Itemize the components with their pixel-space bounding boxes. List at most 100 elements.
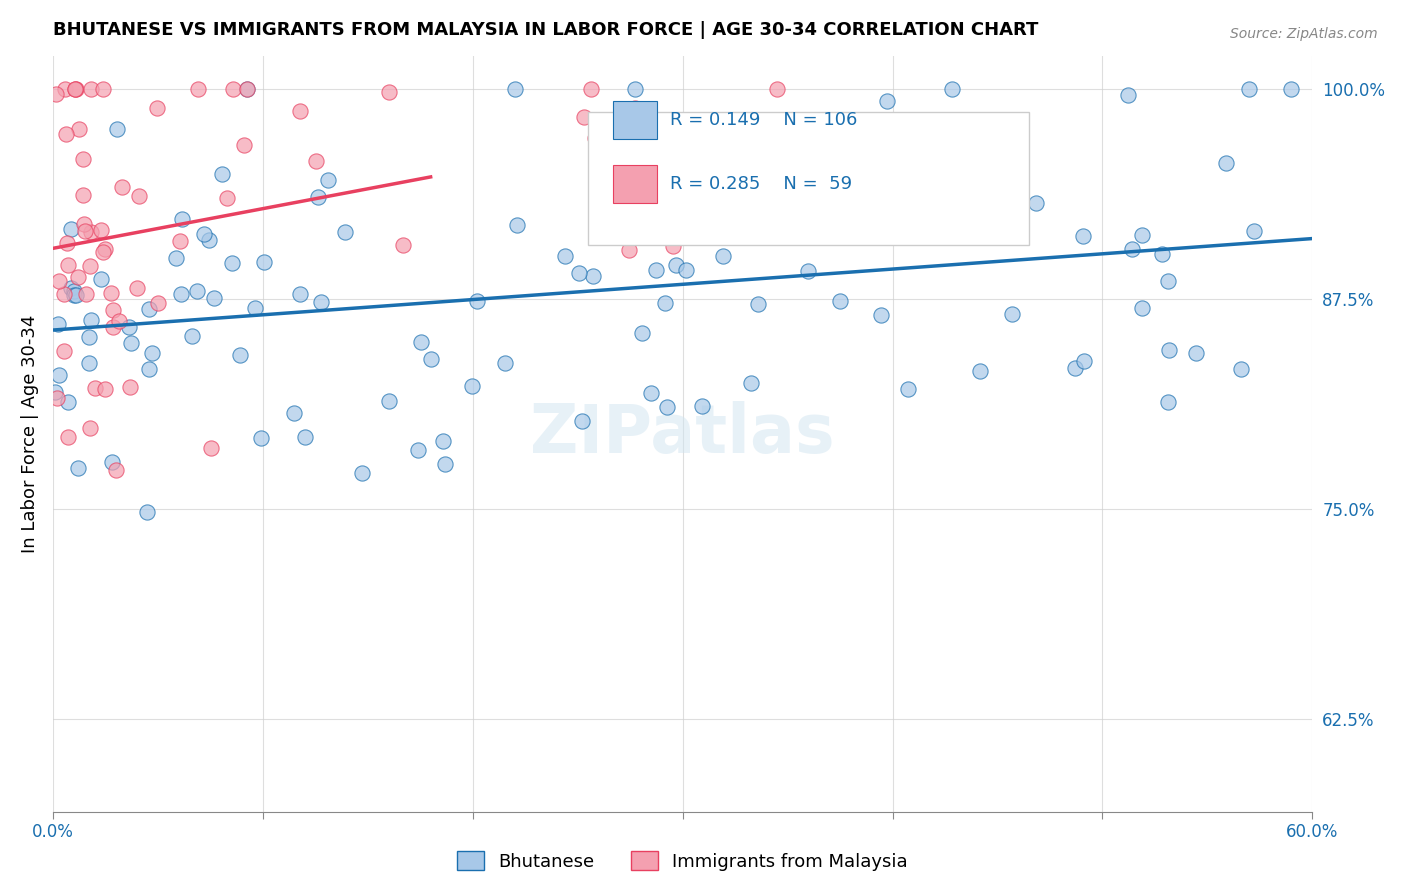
Point xyxy=(1185,346,1208,360)
Point xyxy=(1116,88,1139,103)
Point xyxy=(52,286,75,301)
Point xyxy=(571,414,593,428)
Point xyxy=(105,122,128,136)
Point xyxy=(941,82,963,96)
Point xyxy=(644,262,666,277)
Point xyxy=(1215,156,1237,170)
Point xyxy=(117,319,139,334)
Point xyxy=(55,128,77,142)
Point xyxy=(45,87,67,101)
Bar xyxy=(613,101,658,139)
Point xyxy=(56,258,79,272)
Point xyxy=(65,82,87,96)
Point xyxy=(65,288,87,302)
Point xyxy=(876,94,898,108)
Point xyxy=(554,249,576,263)
Point xyxy=(253,255,276,269)
Point xyxy=(58,395,80,409)
Point xyxy=(1230,362,1253,376)
Point xyxy=(630,326,652,340)
Point xyxy=(53,82,76,96)
Point xyxy=(62,284,84,298)
Point xyxy=(108,314,131,328)
Point xyxy=(465,293,488,308)
Point xyxy=(243,301,266,315)
Point xyxy=(568,266,591,280)
Point xyxy=(80,225,103,239)
Point xyxy=(506,219,529,233)
Point xyxy=(138,362,160,376)
Point xyxy=(90,272,112,286)
Point xyxy=(1130,228,1153,243)
Point xyxy=(100,286,122,301)
Point xyxy=(333,226,356,240)
Point xyxy=(640,386,662,401)
Point xyxy=(796,264,818,278)
Point xyxy=(294,430,316,444)
Point xyxy=(91,245,114,260)
Point xyxy=(94,242,117,256)
Point xyxy=(66,461,89,475)
Point xyxy=(170,287,193,301)
Point xyxy=(193,227,215,242)
Point xyxy=(304,154,326,169)
Point xyxy=(579,82,602,96)
Point xyxy=(740,376,762,391)
Y-axis label: In Labor Force | Age 30-34: In Labor Force | Age 30-34 xyxy=(21,314,39,553)
Point xyxy=(1157,343,1180,358)
Point xyxy=(67,121,90,136)
Point xyxy=(616,138,638,153)
Point xyxy=(111,180,134,194)
Point xyxy=(127,281,149,295)
Point xyxy=(84,381,107,395)
Point xyxy=(619,244,641,258)
Point xyxy=(180,329,202,343)
Text: R = 0.149    N = 106: R = 0.149 N = 106 xyxy=(671,111,858,129)
Point xyxy=(72,152,94,166)
Point xyxy=(217,192,239,206)
Point xyxy=(79,421,101,435)
Point xyxy=(983,135,1005,149)
Point xyxy=(79,260,101,274)
Point xyxy=(460,378,482,392)
Point xyxy=(433,457,456,471)
Point xyxy=(1073,229,1095,244)
Point xyxy=(73,224,96,238)
Point xyxy=(63,287,86,301)
Point xyxy=(169,234,191,248)
Point xyxy=(118,380,141,394)
Point xyxy=(675,262,697,277)
Point xyxy=(56,430,79,444)
Point xyxy=(288,287,311,301)
Point xyxy=(202,291,225,305)
Point xyxy=(141,345,163,359)
Point xyxy=(1001,307,1024,321)
Point xyxy=(48,274,70,288)
Point xyxy=(55,236,77,251)
Point xyxy=(146,296,169,310)
Point xyxy=(624,101,647,115)
Point xyxy=(1130,301,1153,315)
Point xyxy=(1025,196,1047,211)
Text: R = 0.285    N =  59: R = 0.285 N = 59 xyxy=(671,175,852,194)
Point xyxy=(229,347,252,361)
Point xyxy=(377,394,399,409)
Point xyxy=(897,383,920,397)
Point xyxy=(211,167,233,181)
Point xyxy=(654,296,676,310)
Point xyxy=(46,391,69,405)
Point xyxy=(120,335,142,350)
Point xyxy=(655,400,678,414)
Point xyxy=(236,82,259,96)
Point xyxy=(186,285,208,299)
Point xyxy=(419,351,441,366)
Point xyxy=(101,302,124,317)
Point xyxy=(101,319,124,334)
Point xyxy=(828,293,851,308)
Point xyxy=(624,82,647,96)
Point xyxy=(138,301,160,316)
Point xyxy=(711,249,734,263)
Legend: Bhutanese, Immigrants from Malaysia: Bhutanese, Immigrants from Malaysia xyxy=(450,844,915,878)
Point xyxy=(1157,274,1180,288)
Point xyxy=(232,137,254,152)
